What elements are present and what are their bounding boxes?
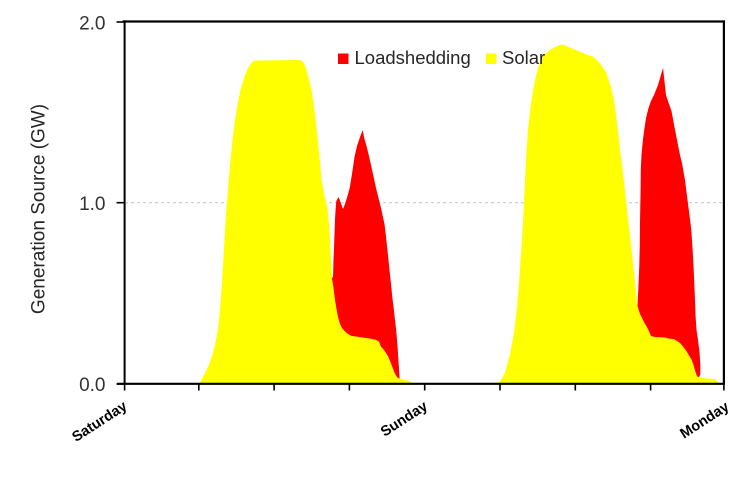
svg-text:Solar: Solar bbox=[502, 47, 545, 68]
svg-text:Generation Source (GW): Generation Source (GW) bbox=[29, 104, 50, 314]
svg-text:0.0: 0.0 bbox=[79, 375, 105, 396]
svg-text:1.0: 1.0 bbox=[79, 194, 105, 215]
svg-text:Loadshedding: Loadshedding bbox=[355, 47, 471, 68]
svg-text:2.0: 2.0 bbox=[79, 13, 105, 34]
